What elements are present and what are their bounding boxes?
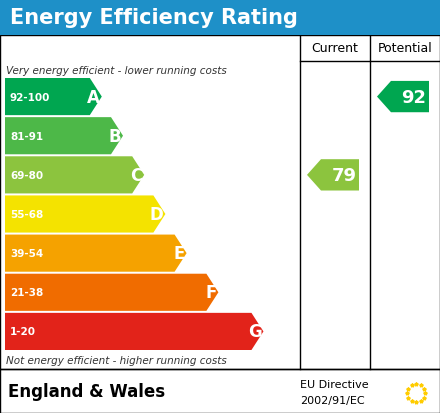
Text: 55-68: 55-68 — [10, 209, 43, 219]
Polygon shape — [5, 274, 218, 311]
Text: G: G — [248, 323, 261, 341]
Text: C: C — [130, 166, 142, 185]
Bar — [0, 36, 440, 369]
Text: 69-80: 69-80 — [10, 171, 43, 180]
Text: 92-100: 92-100 — [10, 93, 50, 102]
Text: A: A — [87, 88, 100, 106]
Bar — [0, 0, 440, 36]
Text: Not energy efficient - higher running costs: Not energy efficient - higher running co… — [6, 356, 227, 366]
Text: England & Wales: England & Wales — [8, 382, 165, 400]
Polygon shape — [5, 196, 165, 233]
Text: 2002/91/EC: 2002/91/EC — [300, 395, 365, 405]
Text: Energy Efficiency Rating: Energy Efficiency Rating — [10, 8, 298, 28]
Bar — [0, 369, 440, 413]
Text: Potential: Potential — [378, 43, 433, 55]
Text: 1-20: 1-20 — [10, 327, 36, 337]
Polygon shape — [377, 82, 429, 113]
Text: 81-91: 81-91 — [10, 131, 43, 141]
Text: EU Directive: EU Directive — [300, 380, 369, 389]
Text: D: D — [150, 206, 163, 223]
Polygon shape — [307, 160, 359, 191]
Polygon shape — [5, 157, 144, 194]
Text: 92: 92 — [401, 88, 426, 106]
Polygon shape — [5, 118, 123, 155]
Text: Current: Current — [312, 43, 359, 55]
Text: E: E — [173, 244, 185, 263]
Text: F: F — [205, 284, 216, 301]
Polygon shape — [5, 79, 102, 116]
Polygon shape — [5, 235, 187, 272]
Bar — [400, 379, 432, 407]
Text: B: B — [108, 127, 121, 145]
Text: Very energy efficient - lower running costs: Very energy efficient - lower running co… — [6, 65, 227, 75]
Text: 79: 79 — [331, 166, 356, 185]
Text: 39-54: 39-54 — [10, 249, 43, 259]
Polygon shape — [5, 313, 264, 350]
Text: 21-38: 21-38 — [10, 287, 43, 297]
